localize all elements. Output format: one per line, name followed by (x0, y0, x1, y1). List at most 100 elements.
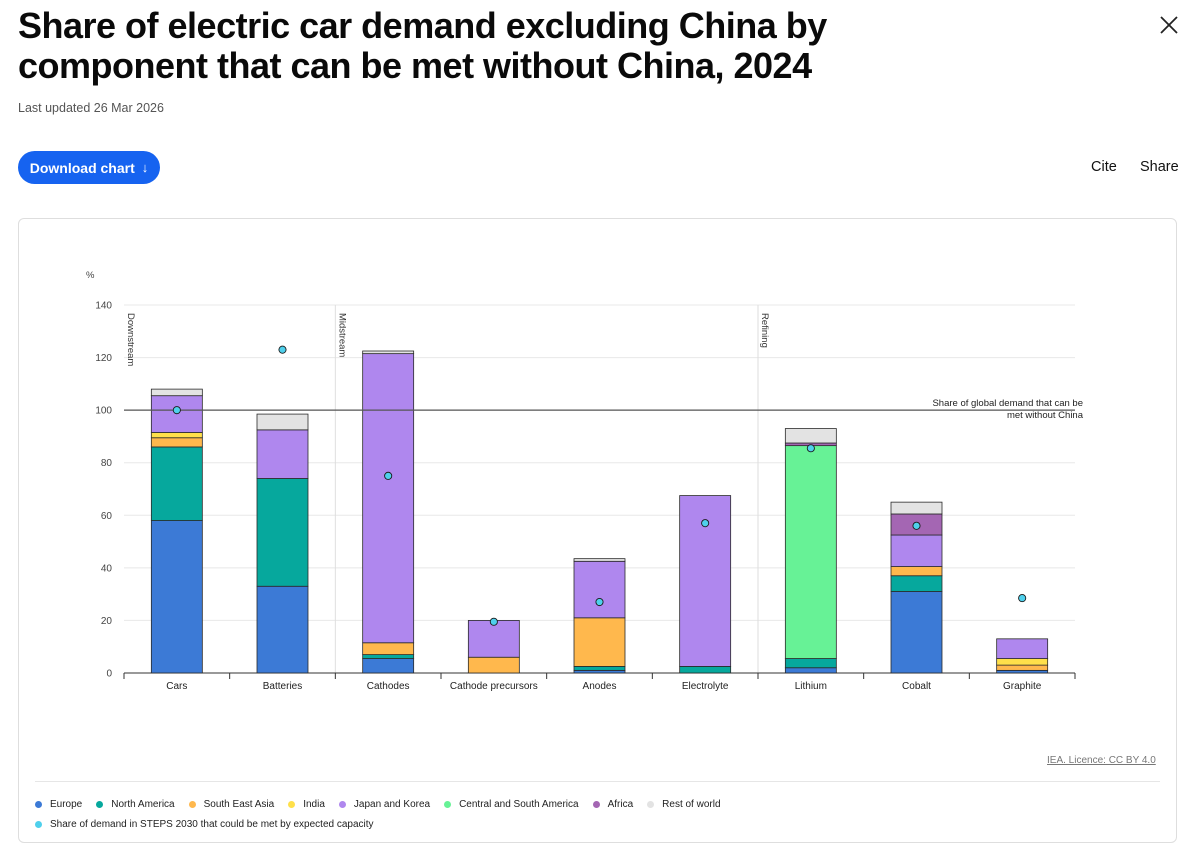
bar-segment (150, 388, 203, 397)
y-tick-label: 40 (101, 563, 113, 574)
marker-point (489, 617, 498, 626)
chart-area: % 0 20 40 60 80 100 120 140 Downstream Midstream Re… (86, 270, 1084, 692)
y-tick-label: 80 (101, 458, 113, 469)
legend-item[interactable]: Africa (592, 798, 634, 810)
close-button[interactable] (1156, 12, 1182, 38)
legend-swatch (444, 800, 452, 808)
legend-item[interactable]: Central and South America (444, 799, 579, 810)
legend-label: South East Asia (203, 798, 275, 810)
legend-label: North America (111, 798, 175, 810)
bar-segment (679, 666, 732, 674)
bar-segment (573, 617, 626, 667)
bar-segment (573, 558, 626, 562)
bar-segment (996, 664, 1049, 671)
x-tick-label: Cathodes (367, 681, 410, 692)
legend-label: Central and South America (459, 798, 579, 810)
bar-segment (784, 445, 837, 659)
x-tick-label: Anodes (583, 681, 617, 692)
bar-segment (890, 501, 943, 515)
legend-swatch (96, 800, 104, 808)
legend-label: Japan and Korea (353, 798, 431, 810)
download-chart-button[interactable]: Download chart ↓ (18, 151, 160, 184)
legend-swatch (35, 800, 42, 808)
bar-segment (256, 429, 309, 479)
legend-label: Rest of world (662, 798, 721, 810)
x-tick-label: Cathode precursors (450, 681, 538, 692)
bar-segment (890, 566, 943, 577)
legend-swatch (592, 800, 600, 808)
bar-segment (573, 560, 626, 619)
x-tick-label: Graphite (1003, 681, 1042, 692)
legend-label: Share of demand in STEPS 2030 that could… (50, 818, 374, 830)
marker-point (278, 345, 287, 354)
bar-segment (996, 638, 1049, 659)
download-arrow-icon: ↓ (141, 160, 149, 175)
legend-row: Share of demand in STEPS 2030 that could… (35, 816, 1155, 832)
chart-legend: Europe North America South East Asia India J… (35, 796, 1155, 836)
bar-segment (362, 654, 415, 659)
legend-swatch (647, 800, 655, 808)
x-tick-label: Batteries (263, 681, 302, 692)
y-tick-label: 60 (101, 511, 113, 522)
bar-segment (256, 585, 309, 674)
legend-swatch (188, 800, 196, 808)
bar-segment (890, 534, 943, 567)
legend-item[interactable]: South East Asia (188, 798, 275, 810)
x-tick-label: Cars (166, 681, 187, 692)
marker-point (172, 406, 181, 415)
bar-segment (256, 478, 309, 587)
share-link[interactable]: Share (1140, 159, 1179, 175)
y-tick-label: 100 (95, 406, 112, 417)
bar-segment (573, 666, 626, 671)
bar-segment (362, 658, 415, 674)
license-link[interactable]: IEA. Licence: CC BY 4.0 (1047, 755, 1156, 766)
reference-line-label: Share of global demand that can be (932, 398, 1083, 409)
bar-segment (256, 413, 309, 431)
bar-segment (467, 620, 520, 658)
bar-segment (784, 667, 837, 674)
section-label: Midstream (336, 313, 347, 357)
legend-label: India (303, 798, 325, 810)
bar-segment (996, 658, 1049, 666)
y-tick-label: 120 (95, 353, 112, 364)
legend-row: Europe North America South East Asia India J… (35, 796, 1155, 812)
reference-line-label: met without China (1007, 410, 1084, 421)
legend-swatch (288, 800, 296, 808)
legend-swatch (338, 800, 346, 808)
y-tick-label: 0 (106, 669, 112, 680)
legend-item[interactable]: North America (96, 798, 175, 810)
legend-swatch (35, 820, 42, 828)
legend-label: Europe (50, 798, 83, 810)
legend-item[interactable]: Europe (35, 799, 82, 810)
bar-segment (150, 437, 203, 448)
legend-item[interactable]: Japan and Korea (338, 798, 431, 810)
bar-segment (362, 353, 415, 644)
x-tick-label: Cobalt (902, 681, 931, 692)
legend-item[interactable]: Rest of world (647, 798, 721, 810)
cite-link[interactable]: Cite (1091, 159, 1117, 175)
y-axis-label: % (86, 270, 95, 281)
y-tick-label: 20 (101, 616, 113, 627)
bar-segment (467, 656, 520, 674)
bar-segment (784, 658, 837, 669)
last-updated: Last updated 26 Mar 2026 (18, 101, 164, 115)
page-title: Share of electric car demand excluding C… (18, 5, 827, 86)
legend-item[interactable]: India (288, 799, 325, 810)
y-tick-label: 140 (95, 301, 112, 312)
marker-point (806, 444, 815, 453)
bar-segment (890, 591, 943, 674)
chart-card (18, 218, 1177, 843)
x-tick-label: Lithium (795, 681, 827, 692)
marker-point (701, 519, 710, 528)
legend-divider (35, 781, 1160, 782)
marker-point (1018, 594, 1027, 603)
x-tick-label: Electrolyte (682, 681, 729, 692)
bar-segment (150, 520, 203, 674)
legend-label: Africa (607, 798, 634, 810)
close-icon (1160, 16, 1178, 34)
section-label: Refining (759, 313, 770, 348)
marker-point (912, 521, 921, 530)
legend-item[interactable]: Share of demand in STEPS 2030 that could… (35, 819, 374, 830)
marker-point (384, 471, 393, 480)
bar-segment (784, 428, 837, 444)
